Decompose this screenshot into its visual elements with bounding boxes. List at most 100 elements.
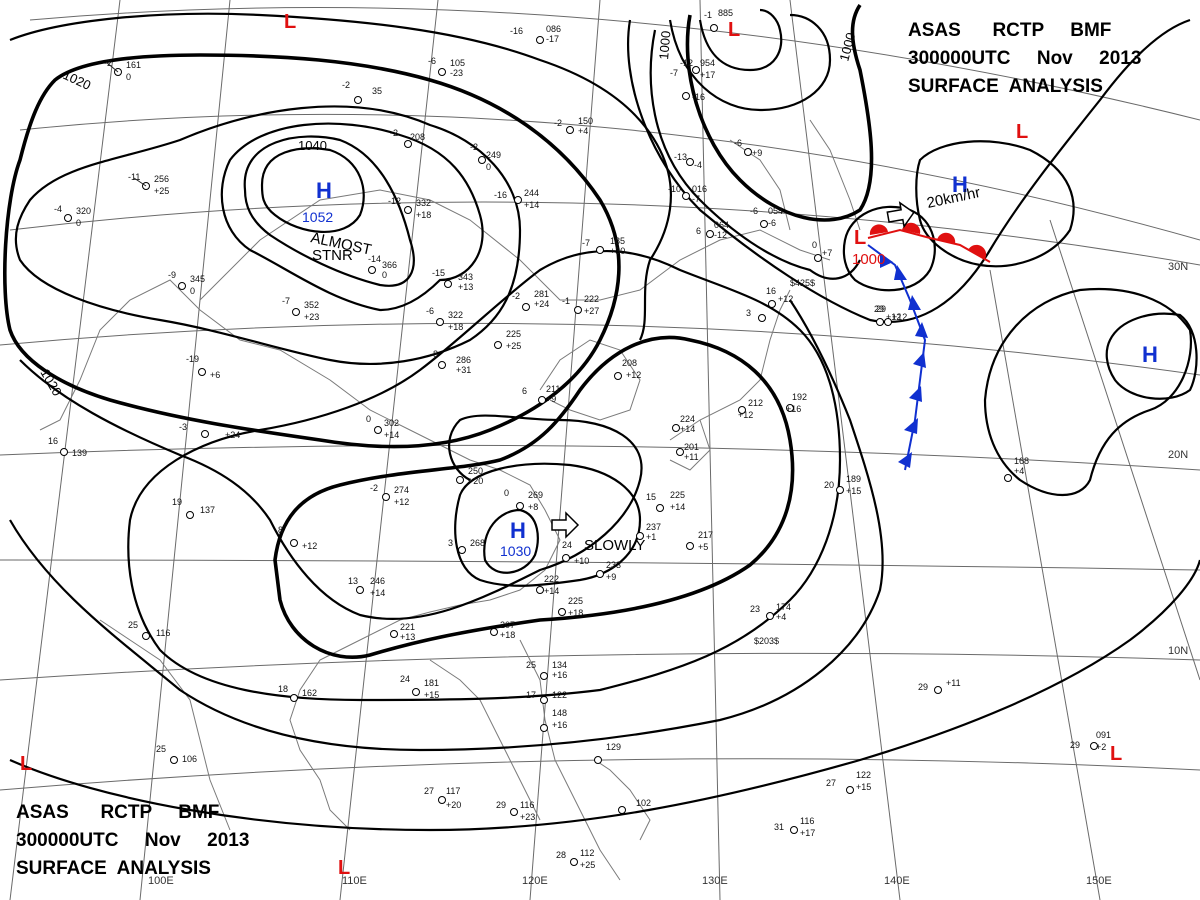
high-marker: H — [1142, 342, 1158, 367]
station-plot: $203$ — [754, 636, 779, 646]
high-pressure-center: H 1030 — [500, 518, 531, 559]
svg-text:345: 345 — [190, 274, 205, 284]
station-plot: 0 +7 — [812, 240, 832, 262]
svg-text:-14: -14 — [368, 254, 381, 264]
svg-text:19: 19 — [172, 497, 182, 507]
svg-text:+12: +12 — [778, 294, 793, 304]
svg-text:208: 208 — [622, 358, 637, 368]
station-plot: 23 174+4 — [750, 602, 791, 622]
station-plot: -19 +6 — [186, 354, 220, 380]
svg-text:23: 23 — [750, 604, 760, 614]
station-plot: -7 -16 — [670, 68, 705, 102]
station-plot: -8 286+31 — [430, 349, 471, 375]
svg-text:29: 29 — [874, 304, 884, 314]
high-pressure-center: H 1052 — [302, 178, 333, 225]
pressure-centers: H 1052 H 1030 L 1000 H H L L L L L L — [20, 11, 1158, 879]
svg-text:0: 0 — [486, 162, 491, 172]
svg-text:-2: -2 — [390, 128, 398, 138]
svg-text:-16: -16 — [692, 92, 705, 102]
low-marker: L — [338, 857, 350, 879]
svg-text:+14: +14 — [370, 588, 385, 598]
station-plot: -2 35 — [342, 80, 382, 104]
svg-text:-7: -7 — [670, 68, 678, 78]
svg-text:322: 322 — [448, 310, 463, 320]
svg-text:$425$: $425$ — [790, 278, 815, 288]
svg-text:129: 129 — [606, 742, 621, 752]
header-bottom-line1: ASAS RCTP BMF — [16, 802, 219, 823]
svg-text:-1: -1 — [562, 296, 570, 306]
svg-text:281: 281 — [534, 289, 549, 299]
stationary-note-line2: STNR — [312, 247, 353, 264]
svg-text:225: 225 — [568, 596, 583, 606]
svg-text:-8: -8 — [430, 349, 438, 359]
svg-text:116: 116 — [520, 800, 534, 810]
station-plot: -4 320 0 — [54, 204, 91, 228]
svg-text:224: 224 — [680, 414, 695, 424]
station-plot: 233+9 — [596, 560, 621, 582]
svg-text:25: 25 — [128, 620, 138, 630]
coordinate-labels: 30N 20N 10N 100E 110E 120E 130E 140E 150… — [148, 261, 1188, 887]
svg-text:-7: -7 — [692, 194, 700, 204]
svg-text:+14: +14 — [384, 430, 399, 440]
station-plot: 208+12 — [614, 358, 641, 380]
svg-text:320: 320 — [76, 206, 91, 216]
svg-text:246: 246 — [370, 576, 385, 586]
svg-text:0: 0 — [812, 240, 817, 250]
station-plot: 19 137 — [172, 497, 215, 519]
svg-text:+8: +8 — [528, 502, 538, 512]
high-marker: H — [316, 178, 332, 203]
svg-text:-9: -9 — [168, 270, 176, 280]
svg-text:122: 122 — [552, 690, 567, 700]
svg-text:+13: +13 — [458, 282, 473, 292]
svg-text:+23: +23 — [520, 812, 535, 822]
svg-text:286: 286 — [456, 355, 471, 365]
low-marker: L — [1110, 743, 1122, 765]
cold-front-barb — [894, 265, 907, 280]
svg-text:-2: -2 — [104, 58, 112, 68]
coastlines — [39, 119, 861, 881]
station-plot: -7 352 +23 — [282, 296, 319, 322]
svg-text:+6: +6 — [210, 370, 220, 380]
warm-front-bump — [937, 232, 956, 244]
header-bottom-line3: SURFACE ANALYSIS — [16, 858, 211, 879]
svg-text:-12: -12 — [714, 230, 727, 240]
low-marker: L — [728, 19, 740, 41]
cold-front-barb — [904, 418, 918, 434]
lon-label: 130E — [702, 875, 728, 887]
station-plot: -3 +24 — [179, 422, 240, 440]
svg-text:+18: +18 — [416, 210, 431, 220]
svg-text:-6: -6 — [768, 218, 776, 228]
svg-text:116: 116 — [156, 628, 170, 638]
warm-front-bump — [902, 222, 921, 234]
station-plot: -6 322 +18 — [426, 306, 463, 332]
svg-text:-2: -2 — [370, 483, 378, 493]
station-plot: -2 249 0 — [470, 142, 501, 172]
station-plot: 25 106 — [156, 744, 197, 764]
svg-text:244: 244 — [524, 188, 539, 198]
svg-text:+2: +2 — [1096, 742, 1106, 752]
svg-text:+7: +7 — [822, 248, 832, 258]
svg-text:-6: -6 — [428, 56, 436, 66]
svg-text:+20: +20 — [468, 476, 483, 486]
svg-text:+14: +14 — [670, 502, 685, 512]
station-plot: 0 269 +8 — [504, 488, 543, 512]
station-plot: -1 222 +27 — [562, 294, 599, 316]
svg-text:-16: -16 — [510, 26, 523, 36]
station-plot: 29+12 — [874, 304, 907, 326]
svg-text:-10: -10 — [668, 184, 681, 194]
svg-text:+30: +30 — [610, 246, 625, 256]
svg-text:150: 150 — [578, 116, 593, 126]
svg-text:+9: +9 — [546, 394, 556, 404]
station-plot: 192+16 — [786, 392, 807, 414]
station-plot: 25 116 — [128, 620, 170, 640]
station-plot: -2 161 0 — [104, 58, 141, 82]
svg-text:237: 237 — [646, 522, 661, 532]
station-plot: -12 332 +18 — [388, 196, 431, 220]
header-top: ASAS RCTP BMF 300000UTC Nov 2013 SURFACE… — [908, 20, 1141, 97]
svg-text:-3: -3 — [179, 422, 187, 432]
svg-text:+4: +4 — [776, 612, 786, 622]
svg-text:29: 29 — [876, 304, 886, 314]
station-plot: 201+11 — [676, 442, 699, 462]
station-plot: 129 — [594, 742, 621, 764]
